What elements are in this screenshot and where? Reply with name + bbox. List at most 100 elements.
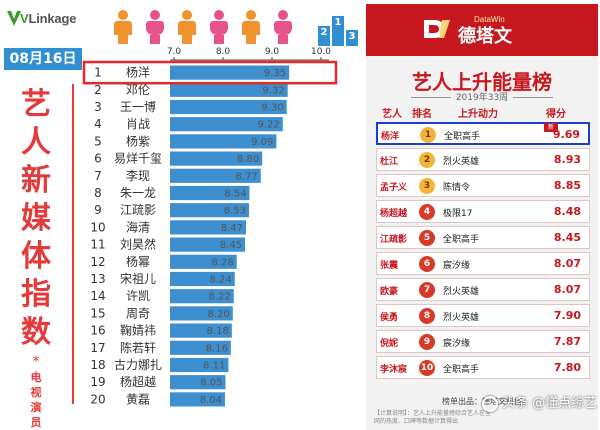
score-value: 8.93 — [553, 153, 581, 166]
momentum-title: 全职高手 — [444, 132, 481, 142]
person-icon — [240, 10, 262, 44]
score-value: 8.45 — [553, 231, 581, 244]
title-char: 指 — [21, 277, 51, 312]
score-value: 7.90 — [553, 309, 581, 322]
ranking-subtitle: 2019年33周 — [366, 90, 598, 103]
bar — [170, 82, 288, 97]
rank-medal: 3 — [419, 178, 435, 194]
ranking-card: 艺人上升能量榜 2019年33周 艺人 排名 上升动力 得分 杨洋 1 全职高手 9.… — [366, 56, 598, 430]
bar — [170, 357, 229, 373]
category-label: 江疏影 — [120, 202, 156, 217]
momentum-title: 陈情令 — [443, 183, 471, 193]
logo-suffix: age — [54, 11, 77, 26]
artist-name: 杨超越 — [380, 209, 408, 219]
category-label: 鞠婧祎 — [120, 323, 156, 338]
brand-latin: DataWin — [474, 15, 505, 24]
watermark-text: 头条 @懂点综艺 — [502, 396, 598, 411]
bar — [170, 220, 247, 235]
value-label: 8.11 — [203, 361, 225, 372]
momentum-title: 极限17 — [443, 209, 473, 219]
score-value: 8.85 — [553, 179, 581, 192]
bar — [170, 306, 233, 321]
value-label: 8.54 — [224, 189, 246, 200]
momentum-title: 宸汐缘 — [443, 261, 471, 271]
value-label: 8.05 — [200, 378, 222, 389]
value-label: 8.22 — [209, 292, 231, 303]
x-tick-label: 10.0 — [311, 47, 331, 57]
bar — [170, 99, 287, 115]
vlinkage-panel: VLinkage 2 1 3 08月16日 艺 人 新 媒 体 指 数 * 电 … — [4, 8, 360, 430]
x-tick-label: 8.0 — [216, 47, 231, 57]
ranking-rows: 杨洋 1 全职高手 9.69 新杜江 2 烈火英雄 8.93 孟子义 3 陈情令 8.85 杨超越 4 极限… — [376, 122, 590, 382]
rank-label: 5 — [94, 134, 102, 148]
artist-name: 欧豪 — [380, 287, 399, 297]
category-label: 海清 — [126, 219, 150, 234]
logo-rest: Link — [28, 11, 55, 26]
rank-medal: 8 — [419, 308, 435, 324]
rank-label: 13 — [90, 272, 105, 286]
subtitle-char: 视 — [30, 386, 42, 399]
value-label: 8.28 — [211, 257, 233, 268]
rank-label: 11 — [90, 238, 105, 252]
person-icon — [144, 10, 166, 44]
footer-note: 【计算说明】：艺人上升能量榜综合艺人在全网的热度、口碑等数据计算得出 — [374, 410, 492, 425]
vlinkage-v-icon — [7, 11, 21, 26]
bar — [170, 392, 225, 407]
subtitle-char: 演 — [30, 401, 42, 414]
date-label: 08月16日 — [4, 48, 82, 70]
value-label: 8.16 — [206, 343, 228, 354]
podium-block: 2 — [318, 26, 330, 46]
category-label: 陈若轩 — [120, 340, 156, 355]
datawin-mark-icon — [424, 20, 450, 38]
category-label: 黄磊 — [126, 392, 150, 406]
artist-name: 杨洋 — [381, 132, 400, 142]
title-char: 人 — [21, 125, 51, 160]
score-value: 8.07 — [553, 283, 581, 296]
bar — [170, 323, 232, 338]
datawin-header: DataWin 德塔文 — [366, 4, 598, 56]
rank-label: 19 — [90, 375, 105, 389]
value-label: 8.77 — [235, 171, 257, 182]
rank-label: 14 — [90, 289, 105, 303]
podium-blocks: 2 1 3 — [318, 12, 360, 46]
x-tick-label: 7.0 — [167, 47, 182, 57]
title-char: 媒 — [21, 201, 51, 236]
rank-medal: 1 — [420, 127, 436, 143]
bar-chart: 7.0 8.0 9.0 10.0 1 杨洋 9.35 2 邓伦 9.32 3 王一博 9.30 4 肖战 9.… — [82, 47, 338, 407]
artist-name: 孟子义 — [380, 183, 408, 193]
category-label: 许凯 — [126, 289, 150, 303]
rank-medal: 2 — [419, 152, 435, 168]
rank-label: 20 — [90, 392, 105, 406]
ranking-row-highlighted: 杨洋 1 全职高手 9.69 新 — [376, 122, 590, 145]
bar — [170, 271, 235, 287]
title-char: 新 — [21, 163, 51, 198]
bar — [170, 134, 277, 149]
vertical-title: 艺 人 新 媒 体 指 数 * 电 视 演 员 — [8, 86, 64, 430]
header-score: 得分 — [546, 109, 566, 120]
momentum-title: 全职高手 — [443, 365, 480, 375]
bar — [170, 168, 261, 183]
people-decoration — [112, 10, 294, 44]
ranking-row: 欧豪 7 烈火英雄 8.07 — [376, 278, 590, 301]
rank-label: 10 — [90, 220, 105, 234]
subtitle-char: 员 — [30, 416, 42, 429]
category-label: 王一博 — [120, 99, 156, 114]
title-char: 艺 — [21, 87, 51, 122]
ranking-row: 杨超越 4 极限17 8.48 — [376, 200, 590, 223]
rank-label: 9 — [94, 203, 102, 217]
rank-medal: 5 — [419, 230, 435, 246]
toutiao-icon — [482, 395, 498, 412]
bar — [170, 375, 226, 390]
rank-label: 4 — [94, 117, 102, 131]
value-label: 8.18 — [207, 326, 229, 337]
vlinkage-logo: VLinkage — [6, 8, 88, 32]
category-label: 杨超越 — [120, 374, 156, 389]
value-label: 9.32 — [262, 85, 284, 96]
category-label: 古力娜扎 — [114, 357, 162, 372]
highlight-box — [82, 60, 338, 85]
ranking-row: 张震 6 宸汐缘 8.07 — [376, 252, 590, 275]
bar — [170, 254, 237, 269]
rank-medal: 7 — [419, 282, 435, 298]
ranking-row: 侯勇 8 烈火英雄 7.90 — [376, 304, 590, 327]
momentum-title: 宸汐缘 — [443, 339, 471, 349]
